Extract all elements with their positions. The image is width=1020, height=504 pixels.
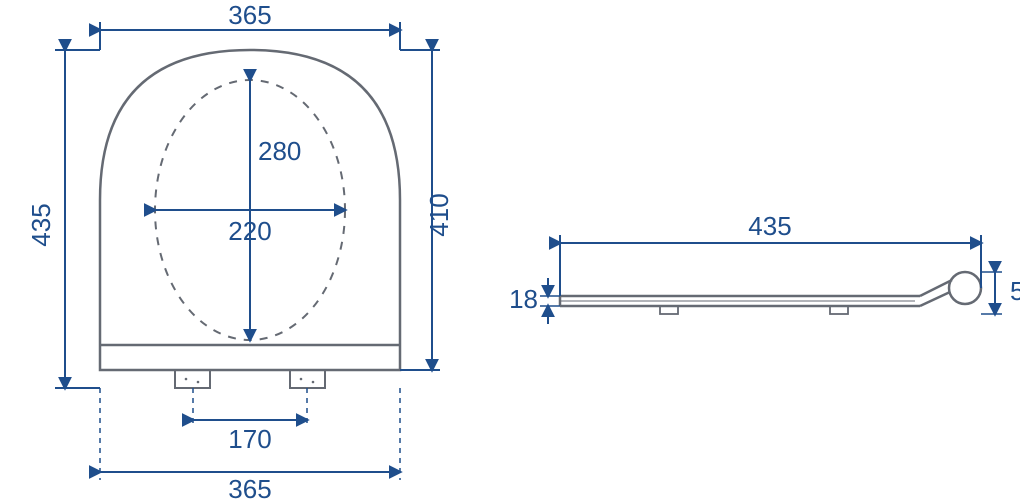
side-view bbox=[560, 272, 981, 314]
dim-inner-height-label: 280 bbox=[258, 136, 301, 166]
dim-top-width: 365 bbox=[100, 0, 400, 50]
hinge-left bbox=[175, 370, 210, 388]
dim-side-thickness: 18 bbox=[509, 278, 560, 324]
dim-side-length-label: 435 bbox=[748, 211, 791, 241]
dim-top-width-label: 365 bbox=[228, 0, 271, 30]
dim-right-height-label: 410 bbox=[424, 193, 454, 236]
dim-side-length: 435 bbox=[560, 211, 981, 296]
dim-hinge-spacing: 170 bbox=[193, 388, 307, 454]
dim-side-hinge-height: 50 bbox=[981, 272, 1020, 314]
dim-left-height: 435 bbox=[26, 50, 100, 388]
hinge-right bbox=[290, 370, 325, 388]
dim-hinge-spacing-label: 170 bbox=[228, 424, 271, 454]
dim-left-height-label: 435 bbox=[26, 203, 56, 246]
dim-bottom-width-label: 365 bbox=[228, 474, 271, 504]
dim-side-hinge-height-label: 50 bbox=[1010, 276, 1020, 306]
dim-side-thickness-label: 18 bbox=[509, 284, 538, 314]
hinge-circle bbox=[949, 272, 981, 304]
dim-right-height: 410 bbox=[400, 50, 454, 370]
